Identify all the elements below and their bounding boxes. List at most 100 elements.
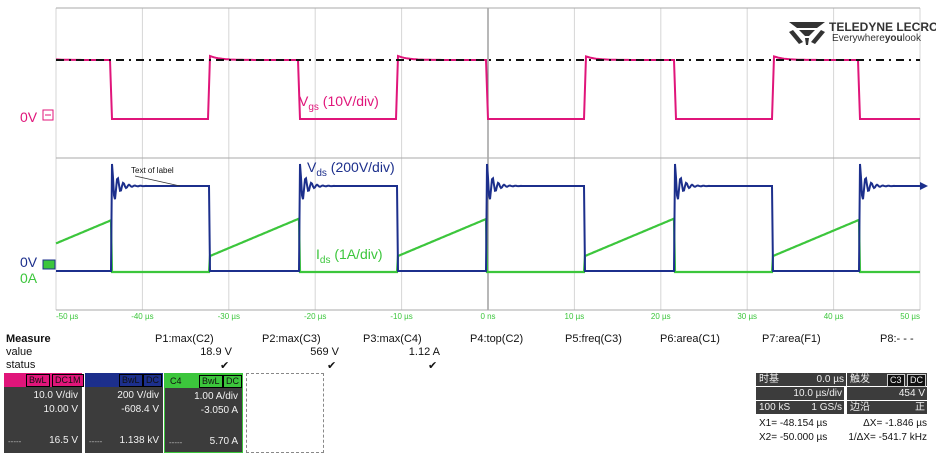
ids-trace bbox=[55, 216, 920, 274]
channel-id: C3 bbox=[87, 374, 105, 387]
tdiv-row: 10.0 µs/div 454 V bbox=[756, 387, 927, 400]
channel-header: C2 BwL DC1M bbox=[4, 373, 84, 387]
measure-value: 18.9 V bbox=[200, 346, 232, 358]
graticule bbox=[55, 7, 921, 311]
bwl-badge: BwL bbox=[119, 374, 143, 387]
channel-box-c2[interactable]: C2 BwL DC1M 10.0 V/div 10.00 V ----- 16.… bbox=[4, 373, 84, 453]
cursor-x2: X2= -50.000 µs bbox=[759, 432, 828, 443]
channel-header: C4 BwL DC bbox=[165, 374, 242, 388]
time-tick-label: 20 µs bbox=[651, 312, 671, 321]
measure-column-header[interactable]: P6:area(C1) bbox=[660, 333, 720, 345]
vds-label: Vds (200V/div) bbox=[307, 159, 395, 179]
measure-status-check-icon: ✔ bbox=[220, 360, 230, 372]
measure-table: Measure value status P1:max(C2) 18.9 V ✔ P2… bbox=[0, 333, 936, 373]
vgs-trace bbox=[55, 54, 920, 120]
empty-channel-slot[interactable] bbox=[246, 373, 324, 453]
coupling-badge: DC1M bbox=[52, 374, 84, 387]
channel-offset: -608.4 V bbox=[121, 404, 159, 415]
measure-column-header[interactable]: P8:- - - bbox=[880, 333, 914, 345]
trigger-level: 454 V bbox=[847, 387, 927, 400]
annotation-leader bbox=[134, 175, 181, 187]
time-tick-label: 30 µs bbox=[737, 312, 757, 321]
timebase-trigger-panel[interactable]: 时基 0.0 µs 触发 C3 DC 10.0 µs/div 454 V 100… bbox=[756, 371, 927, 453]
cursor-inv-dx: 1/ΔX= -541.7 kHz bbox=[848, 432, 927, 443]
channel-reading: 5.70 A bbox=[209, 436, 238, 447]
ids-label-name: I bbox=[316, 246, 320, 262]
coupling-badge: DC bbox=[223, 375, 242, 388]
ids-label-sub: ds bbox=[319, 254, 331, 266]
measure-column-header[interactable]: P2:max(C3) bbox=[262, 333, 321, 345]
vds-trace bbox=[56, 163, 920, 272]
time-tick-label: 40 µs bbox=[824, 312, 844, 321]
timebase-delay: 0.0 µs bbox=[797, 373, 846, 386]
teledyne-lecroy-logo-icon bbox=[789, 22, 825, 45]
logo-brand: TELEDYNE LECROY bbox=[829, 20, 936, 34]
channel-offset: -3.050 A bbox=[200, 405, 238, 416]
measure-title[interactable]: Measure bbox=[6, 333, 51, 345]
waveform-display: -50 µs -40 µs -30 µs -20 µs -10 µs 0 ns 10 µs 2… bbox=[42, 7, 928, 321]
time-tick-label: 10 µs bbox=[565, 312, 585, 321]
vds-label-name: V bbox=[307, 159, 317, 175]
channel-box-c3[interactable]: C3 BwL DC 200 V/div -608.4 V ----- 1.138… bbox=[85, 373, 163, 453]
trigger-badges: C3 DC bbox=[884, 373, 927, 387]
channel-id: C2 bbox=[6, 374, 24, 387]
coupling-badge: DC bbox=[143, 374, 162, 387]
cursor-row-2: X2= -50.000 µs 1/ΔX= -541.7 kHz bbox=[756, 431, 927, 444]
time-tick-label: -40 µs bbox=[131, 312, 153, 321]
ids-zero-label: 0A bbox=[20, 270, 38, 286]
measure-column-header[interactable]: P1:max(C2) bbox=[155, 333, 214, 345]
trigger-coupling-badge: DC bbox=[907, 374, 926, 387]
channel-dots: ----- bbox=[169, 438, 183, 447]
sample-row: 100 kS 1 GS/s 边沿 正 bbox=[756, 401, 927, 414]
edge-slope: 正 bbox=[881, 401, 927, 414]
channel-box-c4[interactable]: C4 BwL DC 1.00 A/div -3.050 A ----- 5.70… bbox=[164, 373, 243, 453]
measure-row-label-status: status bbox=[6, 359, 36, 371]
time-tick-label: -30 µs bbox=[218, 312, 240, 321]
channel-offset: 10.00 V bbox=[43, 404, 78, 415]
timebase-label: 时基 bbox=[756, 373, 797, 386]
channel-id: C4 bbox=[167, 375, 185, 388]
channel-reading: 16.5 V bbox=[49, 435, 78, 446]
ids-label-scale: (1A/div) bbox=[334, 246, 383, 262]
measure-column-header[interactable]: P5:freq(C3) bbox=[565, 333, 622, 345]
c1-ground-marker-icon bbox=[42, 109, 54, 121]
cursor-row-1: X1= -48.154 µs ΔX= -1.846 µs bbox=[756, 417, 927, 430]
measure-value: 569 V bbox=[310, 346, 339, 358]
vgs-label-sub: gs bbox=[308, 101, 319, 113]
ids-label: Ids (1A/div) bbox=[316, 246, 383, 266]
bwl-badge: BwL bbox=[26, 374, 50, 387]
channel-vdiv: 1.00 A/div bbox=[194, 391, 238, 402]
time-tick-label: -10 µs bbox=[390, 312, 412, 321]
timebase-row: 时基 0.0 µs 触发 C3 DC bbox=[756, 373, 927, 387]
channel-dots: ----- bbox=[89, 437, 103, 446]
cursor-dx: ΔX= -1.846 µs bbox=[863, 418, 927, 429]
time-tick-label: -20 µs bbox=[304, 312, 326, 321]
trigger-channel-badge: C3 bbox=[887, 374, 905, 387]
cursor-x1: X1= -48.154 µs bbox=[759, 418, 828, 429]
channel-dots: ----- bbox=[8, 437, 22, 446]
vgs-label: Vgs (10V/div) bbox=[299, 93, 379, 113]
timebase-tdiv: 10.0 µs/div bbox=[756, 387, 844, 400]
measure-column-header[interactable]: P3:max(C4) bbox=[363, 333, 422, 345]
vgs-label-scale: (10V/div) bbox=[322, 93, 379, 109]
measure-column-header[interactable]: P7:area(F1) bbox=[762, 333, 821, 345]
logo-tagline-pre: Everywhere bbox=[832, 33, 885, 44]
logo-tagline-post: look bbox=[902, 33, 921, 44]
measure-column-header[interactable]: P4:top(C2) bbox=[470, 333, 524, 345]
channel-reading: 1.138 kV bbox=[119, 435, 159, 446]
time-tick-label: 50 µs bbox=[900, 312, 920, 321]
trigger-label: 触发 bbox=[847, 373, 884, 386]
logo-tagline: Everywhereyoulook bbox=[832, 33, 921, 44]
edge-label: 边沿 bbox=[847, 401, 884, 414]
vds-label-sub: ds bbox=[316, 167, 327, 179]
vds-arrow-icon bbox=[920, 182, 928, 190]
vgs-zero-label: 0V bbox=[20, 109, 38, 125]
sample-rate: 1 GS/s bbox=[796, 401, 844, 414]
annotation-label: Text of label bbox=[131, 166, 174, 175]
measure-row-label-value: value bbox=[6, 346, 33, 358]
channel-vdiv: 200 V/div bbox=[117, 390, 159, 401]
channel-vdiv: 10.0 V/div bbox=[33, 390, 78, 401]
teledyne-lecroy-logo: TELEDYNE LECROY Everywhereyoulook bbox=[787, 18, 936, 48]
bwl-badge: BwL bbox=[199, 375, 223, 388]
vds-label-scale: (200V/div) bbox=[330, 159, 395, 175]
